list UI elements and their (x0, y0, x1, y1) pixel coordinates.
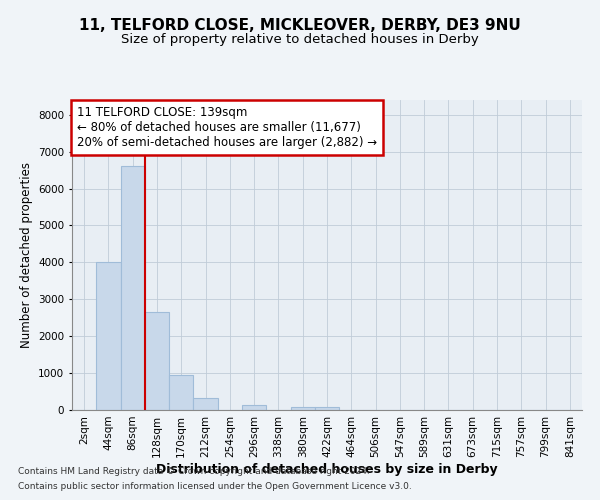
Text: Contains public sector information licensed under the Open Government Licence v3: Contains public sector information licen… (18, 482, 412, 491)
Text: 11, TELFORD CLOSE, MICKLEOVER, DERBY, DE3 9NU: 11, TELFORD CLOSE, MICKLEOVER, DERBY, DE… (79, 18, 521, 32)
Bar (290, 408, 315, 410)
Bar (96, 262, 121, 410)
Bar (145, 312, 169, 410)
Bar (242, 405, 266, 410)
Bar (193, 398, 218, 410)
Bar (121, 166, 145, 410)
X-axis label: Distribution of detached houses by size in Derby: Distribution of detached houses by size … (156, 462, 498, 475)
Text: 11 TELFORD CLOSE: 139sqm
← 80% of detached houses are smaller (11,677)
20% of se: 11 TELFORD CLOSE: 139sqm ← 80% of detach… (77, 106, 377, 149)
Bar (169, 375, 193, 410)
Text: Contains HM Land Registry data © Crown copyright and database right 2024.: Contains HM Land Registry data © Crown c… (18, 467, 370, 476)
Text: Size of property relative to detached houses in Derby: Size of property relative to detached ho… (121, 32, 479, 46)
Bar (315, 408, 339, 410)
Y-axis label: Number of detached properties: Number of detached properties (20, 162, 32, 348)
